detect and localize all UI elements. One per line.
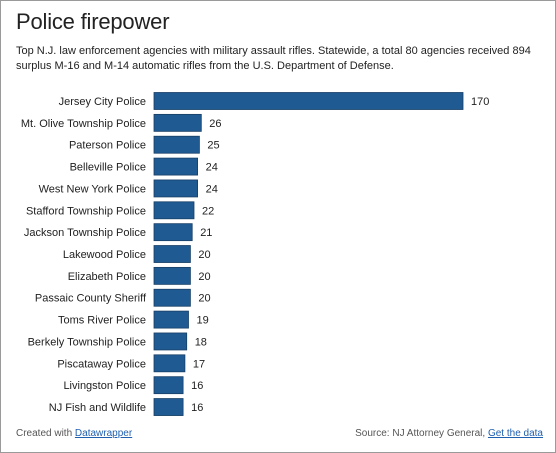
- value-label: 16: [191, 380, 203, 392]
- bar: [153, 113, 202, 132]
- bar: [153, 354, 186, 373]
- value-label: 25: [207, 140, 219, 152]
- value-label: 21: [200, 227, 212, 239]
- value-label: 20: [198, 249, 210, 261]
- category-label: Toms River Police: [58, 315, 146, 327]
- category-label: Jackson Township Police: [24, 227, 146, 239]
- category-label: Passaic County Sheriff: [35, 293, 147, 305]
- value-label: 22: [202, 205, 214, 217]
- category-label: Piscataway Police: [57, 358, 146, 370]
- category-label: Paterson Police: [69, 140, 146, 152]
- bar: [153, 201, 195, 220]
- value-label: 24: [206, 183, 218, 195]
- bar: [153, 398, 184, 416]
- credit-prefix: Created with: [16, 428, 75, 439]
- source-footer: Source: NJ Attorney General, Get the dat…: [355, 428, 543, 439]
- value-label: 20: [198, 271, 210, 283]
- value-label: 26: [209, 118, 221, 130]
- bar: [153, 223, 193, 242]
- value-label: 16: [191, 402, 203, 414]
- bar: [153, 135, 200, 154]
- get-the-data-link[interactable]: Get the data: [487, 428, 543, 439]
- bar: [153, 266, 191, 285]
- bar: [153, 288, 191, 307]
- value-label: 18: [195, 336, 207, 348]
- bar: [153, 179, 198, 198]
- datawrapper-link[interactable]: Datawrapper: [74, 428, 133, 439]
- bar: [153, 92, 464, 110]
- category-label: Lakewood Police: [63, 249, 146, 261]
- value-label: 19: [197, 315, 209, 327]
- credit-footer: Created with Datawrapper: [16, 428, 132, 439]
- bar: [153, 376, 184, 395]
- category-label: Mt. Olive Township Police: [21, 118, 146, 130]
- category-label: Belleville Police: [70, 162, 146, 174]
- bar: [153, 157, 198, 176]
- category-label: Elizabeth Police: [68, 271, 146, 283]
- source-prefix: Source: NJ Attorney General,: [355, 428, 488, 439]
- chart-title: Police firepower: [16, 9, 170, 34]
- value-label: 170: [471, 96, 489, 108]
- category-label: Stafford Township Police: [26, 205, 146, 217]
- bar: [153, 332, 188, 351]
- category-label: Berkely Township Police: [28, 336, 146, 348]
- bar: [153, 245, 191, 263]
- category-label: West New York Police: [39, 183, 146, 195]
- category-label: Jersey City Police: [59, 96, 146, 108]
- value-label: 24: [206, 162, 218, 174]
- chart-subtitle: Top N.J. law enforcement agencies with m…: [16, 45, 531, 72]
- value-label: 17: [193, 358, 205, 370]
- bar: [153, 310, 189, 329]
- value-label: 20: [198, 293, 210, 305]
- category-label: Livingston Police: [63, 380, 146, 392]
- category-label: NJ Fish and Wildlife: [49, 402, 146, 414]
